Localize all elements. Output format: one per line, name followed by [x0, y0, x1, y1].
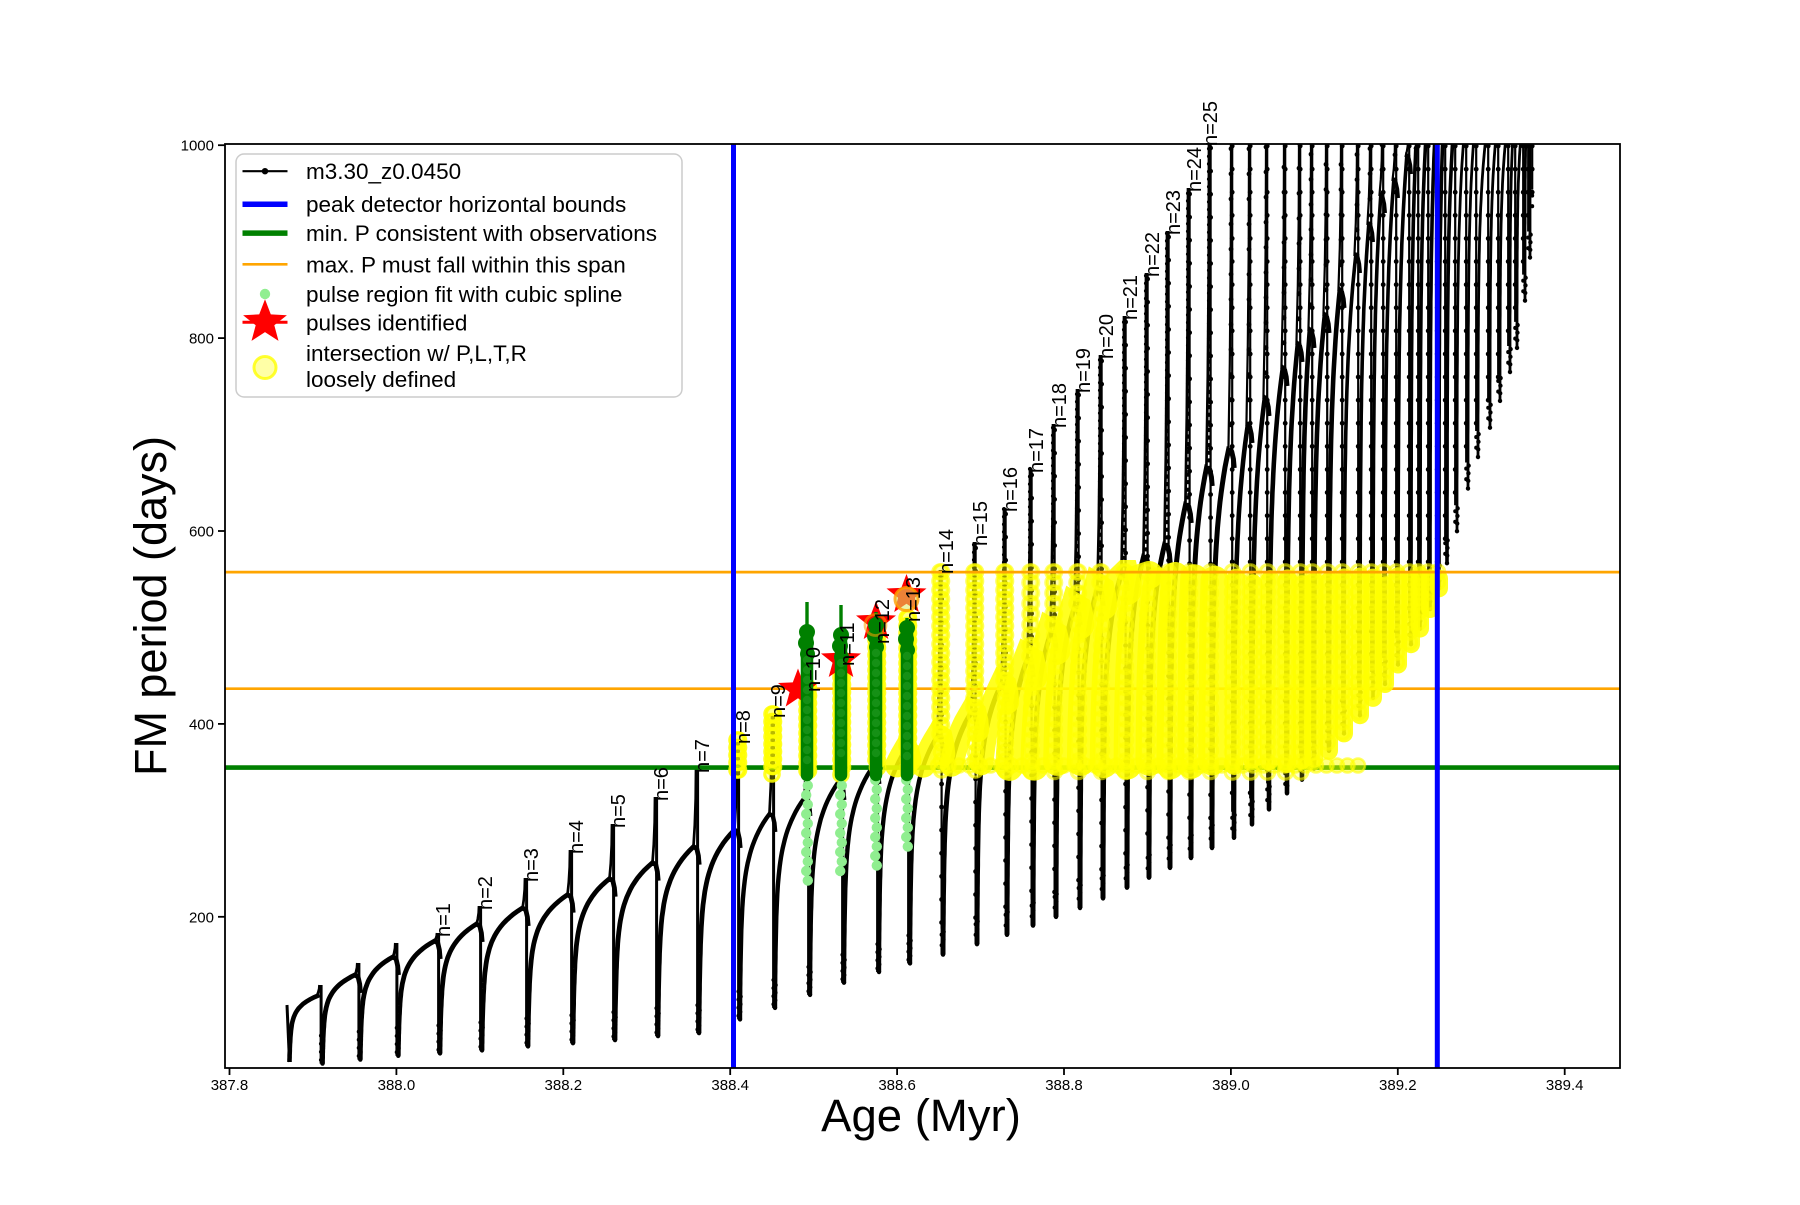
svg-text:n=17: n=17: [1026, 428, 1048, 473]
svg-text:388.2: 388.2: [545, 1077, 583, 1094]
svg-text:400: 400: [189, 716, 214, 733]
svg-text:389.4: 389.4: [1546, 1077, 1584, 1094]
svg-text:n=12: n=12: [872, 599, 894, 644]
svg-text:388.6: 388.6: [878, 1077, 916, 1094]
svg-text:388.0: 388.0: [378, 1077, 416, 1094]
svg-text:n=3: n=3: [521, 848, 543, 882]
svg-text:n=11: n=11: [837, 622, 859, 666]
svg-text:FM period (days): FM period (days): [125, 436, 176, 776]
svg-text:intersection w/ P,L,T,R: intersection w/ P,L,T,R: [306, 341, 527, 366]
svg-text:n=20: n=20: [1096, 314, 1118, 359]
svg-text:loosely defined: loosely defined: [306, 367, 456, 392]
svg-text:n=10: n=10: [803, 647, 825, 692]
svg-text:388.8: 388.8: [1045, 1077, 1083, 1094]
svg-text:m3.30_z0.0450: m3.30_z0.0450: [306, 159, 461, 184]
svg-text:387.8: 387.8: [211, 1077, 249, 1094]
svg-text:min. P consistent with observa: min. P consistent with observations: [306, 221, 657, 246]
svg-text:n=6: n=6: [651, 767, 673, 801]
svg-text:n=19: n=19: [1073, 348, 1095, 393]
svg-text:200: 200: [189, 909, 214, 926]
svg-text:n=4: n=4: [566, 820, 588, 854]
svg-text:1000: 1000: [181, 138, 214, 155]
svg-text:n=24: n=24: [1184, 147, 1206, 192]
svg-text:n=25: n=25: [1200, 101, 1222, 146]
svg-text:n=13: n=13: [903, 577, 925, 622]
svg-text:n=21: n=21: [1120, 275, 1142, 320]
svg-text:n=16: n=16: [1000, 467, 1022, 512]
svg-text:pulses identified: pulses identified: [306, 310, 467, 335]
svg-text:n=8: n=8: [733, 710, 755, 744]
svg-text:n=23: n=23: [1163, 190, 1185, 235]
svg-text:n=22: n=22: [1142, 232, 1164, 277]
svg-text:n=9: n=9: [768, 684, 790, 718]
svg-text:max. P must fall within this s: max. P must fall within this span: [306, 252, 626, 277]
svg-text:n=7: n=7: [692, 739, 714, 773]
svg-text:800: 800: [189, 331, 214, 348]
svg-text:n=1: n=1: [433, 903, 455, 937]
svg-text:600: 600: [189, 524, 214, 541]
svg-text:n=2: n=2: [475, 876, 497, 910]
svg-text:Age (Myr): Age (Myr): [821, 1090, 1021, 1141]
svg-text:peak detector horizontal bound: peak detector horizontal bounds: [306, 192, 626, 217]
svg-text:n=14: n=14: [936, 529, 958, 574]
svg-text:n=18: n=18: [1049, 383, 1071, 428]
svg-text:389.2: 389.2: [1379, 1077, 1417, 1094]
svg-text:n=15: n=15: [970, 501, 992, 546]
svg-text:n=5: n=5: [608, 794, 630, 828]
svg-text:pulse region fit with cubic sp: pulse region fit with cubic spline: [306, 282, 622, 307]
svg-text:388.4: 388.4: [711, 1077, 749, 1094]
svg-text:389.0: 389.0: [1212, 1077, 1250, 1094]
